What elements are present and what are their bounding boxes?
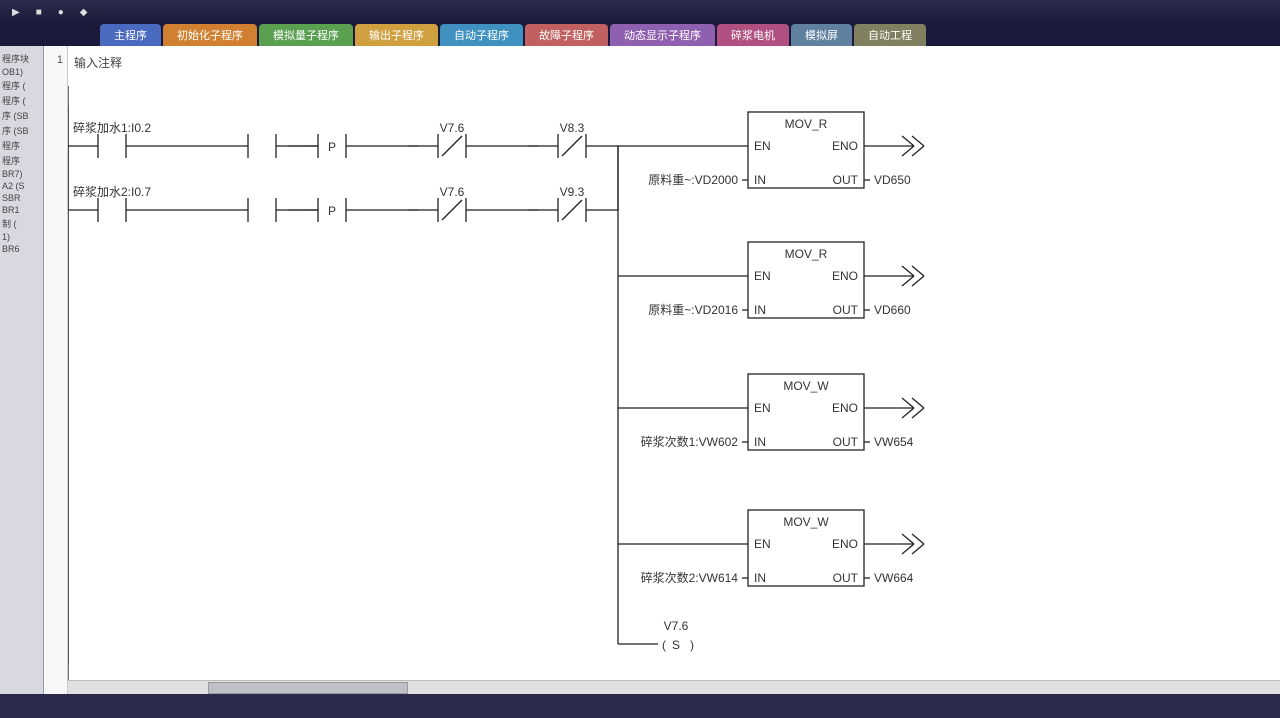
top-toolbar: ▶ ■ ● ◆	[0, 0, 1280, 24]
svg-text:IN: IN	[754, 303, 766, 317]
project-tree[interactable]: 程序块OB1)程序 (程序 (序 (SB序 (SB程序程序BR7)A2 (SSB…	[0, 46, 44, 694]
program-tabs: 主程序初始化子程序模拟量子程序输出子程序自动子程序故障子程序动态显示子程序碎浆电…	[0, 24, 1280, 46]
svg-text:OUT: OUT	[833, 173, 859, 187]
svg-text:碎浆加水1:I0.2: 碎浆加水1:I0.2	[73, 120, 151, 135]
tree-item[interactable]: 程序 (	[2, 79, 41, 92]
svg-text:OUT: OUT	[833, 571, 859, 585]
line-gutter: 1	[44, 46, 68, 694]
line-number: 1	[44, 54, 63, 66]
tree-item[interactable]: 程序	[2, 139, 41, 152]
svg-text:EN: EN	[754, 537, 771, 551]
tree-item[interactable]: OB1)	[2, 67, 41, 77]
svg-text:ENO: ENO	[832, 401, 858, 415]
svg-text:碎浆加水2:I0.7: 碎浆加水2:I0.7	[73, 184, 151, 199]
svg-text:ENO: ENO	[832, 269, 858, 283]
svg-text:IN: IN	[754, 173, 766, 187]
svg-text:V7.6: V7.6	[440, 121, 465, 135]
svg-text:VW654: VW654	[874, 435, 914, 449]
svg-text:V7.6: V7.6	[440, 185, 465, 199]
tree-item[interactable]: 序 (SB	[2, 109, 41, 122]
tree-item[interactable]: 序 (SB	[2, 124, 41, 137]
workspace: 程序块OB1)程序 (程序 (序 (SB序 (SB程序程序BR7)A2 (SSB…	[0, 46, 1280, 694]
svg-text:EN: EN	[754, 401, 771, 415]
svg-text:(: (	[662, 638, 666, 652]
svg-text:MOV_W: MOV_W	[783, 379, 829, 393]
toolbar-item[interactable]: ◆	[76, 5, 92, 20]
scrollbar-thumb[interactable]	[208, 682, 408, 694]
svg-text:OUT: OUT	[833, 435, 859, 449]
svg-text:EN: EN	[754, 269, 771, 283]
toolbar-item[interactable]: ●	[54, 5, 68, 20]
svg-text:VD650: VD650	[874, 173, 911, 187]
svg-text:MOV_R: MOV_R	[785, 117, 828, 131]
ladder-diagram: 碎浆加水1:I0.2 P V7.6 V8.3 碎浆加水2:I0.7 P V7.6 V9.3 MO…	[68, 46, 1280, 694]
tree-item[interactable]: BR7)	[2, 169, 41, 179]
program-tab[interactable]: 模拟量子程序	[259, 24, 353, 46]
program-tab[interactable]: 初始化子程序	[163, 24, 257, 46]
program-tab[interactable]: 自动工程	[854, 24, 926, 46]
program-tab[interactable]: 故障子程序	[525, 24, 608, 46]
tree-item[interactable]: 1)	[2, 232, 41, 242]
tree-item[interactable]: A2 (S	[2, 181, 41, 191]
svg-text:VD660: VD660	[874, 303, 911, 317]
horizontal-scrollbar[interactable]	[68, 680, 1280, 694]
svg-text:IN: IN	[754, 571, 766, 585]
svg-text:ENO: ENO	[832, 537, 858, 551]
svg-text:碎浆次数2:VW614: 碎浆次数2:VW614	[641, 570, 739, 585]
svg-text:P: P	[328, 204, 336, 218]
svg-text:P: P	[328, 140, 336, 154]
program-tab[interactable]: 模拟屏	[791, 24, 852, 46]
status-bar	[0, 694, 1280, 718]
svg-text:V9.3: V9.3	[560, 185, 585, 199]
tree-item[interactable]: 程序 (	[2, 94, 41, 107]
tree-item[interactable]: 制 (	[2, 217, 41, 230]
toolbar-item[interactable]: ■	[32, 5, 46, 20]
tree-item[interactable]: SBR	[2, 193, 41, 203]
svg-text:V7.6: V7.6	[664, 619, 689, 633]
svg-text:碎浆次数1:VW602: 碎浆次数1:VW602	[641, 434, 739, 449]
svg-text:MOV_W: MOV_W	[783, 515, 829, 529]
svg-text:): )	[690, 638, 694, 652]
svg-text:IN: IN	[754, 435, 766, 449]
program-tab[interactable]: 动态显示子程序	[610, 24, 715, 46]
ladder-editor[interactable]: 输入注释 碎浆加水1:I0.2PV7.6V8.3碎浆加水2:I0.7PV7.6V…	[68, 46, 1280, 694]
tree-item[interactable]: 程序块	[2, 52, 41, 65]
program-tab[interactable]: 主程序	[100, 24, 161, 46]
svg-text:OUT: OUT	[833, 303, 859, 317]
svg-text:MOV_R: MOV_R	[785, 247, 828, 261]
svg-text:原料重~:VD2016: 原料重~:VD2016	[648, 303, 738, 317]
toolbar-item[interactable]: ▶	[8, 5, 24, 20]
svg-text:ENO: ENO	[832, 139, 858, 153]
svg-text:VW664: VW664	[874, 571, 914, 585]
svg-text:S: S	[672, 638, 680, 652]
tree-item[interactable]: 程序	[2, 154, 41, 167]
svg-text:原料重~:VD2000: 原料重~:VD2000	[648, 173, 738, 187]
svg-text:V8.3: V8.3	[560, 121, 585, 135]
program-tab[interactable]: 自动子程序	[440, 24, 523, 46]
svg-text:EN: EN	[754, 139, 771, 153]
tree-item[interactable]: BR1	[2, 205, 41, 215]
tree-item[interactable]: BR6	[2, 244, 41, 254]
program-tab[interactable]: 碎浆电机	[717, 24, 789, 46]
program-tab[interactable]: 输出子程序	[355, 24, 438, 46]
